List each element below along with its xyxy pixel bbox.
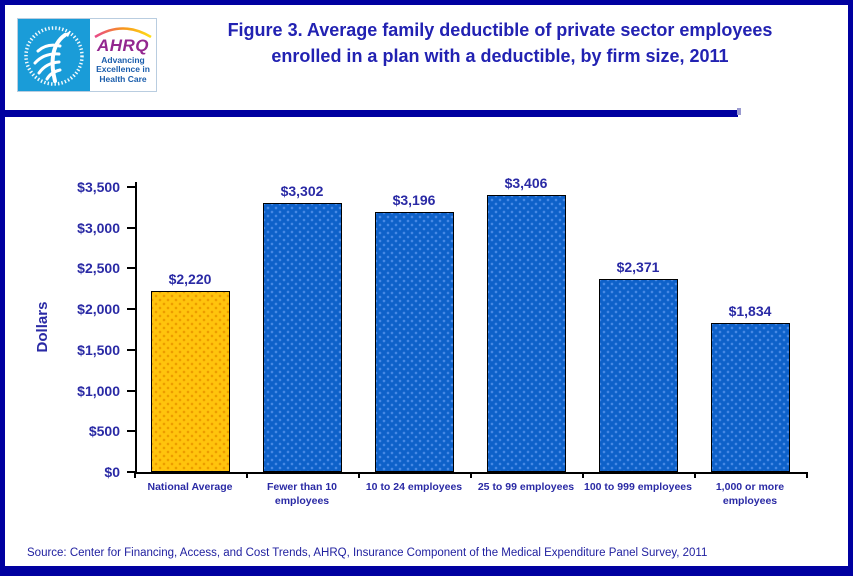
category-label: 25 to 99 employees bbox=[470, 481, 582, 495]
category-label-line: 1,000 or more bbox=[715, 481, 785, 493]
ahrq-acronym: AHRQ bbox=[96, 35, 150, 55]
figure-title-line1: Figure 3. Average family deductible of p… bbox=[227, 20, 773, 40]
category-label: 100 to 999 employees bbox=[582, 481, 694, 495]
page-border-left bbox=[0, 0, 5, 576]
x-tick bbox=[694, 472, 696, 478]
category-label-line: 10 to 24 employees bbox=[365, 481, 463, 493]
y-tick bbox=[127, 471, 135, 473]
bar-10-to-24-employees bbox=[374, 211, 454, 472]
category-label-line: National Average bbox=[147, 481, 233, 493]
y-tick-label: $3,500 bbox=[77, 179, 120, 195]
y-tick bbox=[127, 348, 135, 351]
figure-title-line2: enrolled in a plan with a deductible, by… bbox=[271, 46, 729, 66]
y-tick bbox=[127, 389, 135, 392]
bar-value-label: $2,220 bbox=[168, 271, 212, 288]
bar-value-label: $1,834 bbox=[728, 302, 772, 319]
y-tick-label: $0 bbox=[104, 464, 120, 480]
y-tick bbox=[127, 186, 135, 188]
category-label-line: 100 to 999 employees bbox=[584, 481, 692, 493]
y-tick bbox=[127, 308, 135, 311]
y-tick-label: $2,500 bbox=[77, 260, 120, 277]
x-tick bbox=[470, 472, 472, 478]
category-label: 1,000 or more employees bbox=[694, 481, 806, 508]
rainbow-arc-icon bbox=[94, 27, 152, 38]
y-tick-label: $1,500 bbox=[77, 341, 120, 358]
y-tick bbox=[127, 267, 135, 270]
y-tick bbox=[127, 430, 135, 433]
x-tick bbox=[246, 472, 248, 478]
bar-value-label: $3,406 bbox=[504, 174, 548, 191]
x-tick bbox=[806, 472, 808, 478]
bar-value-label: $2,371 bbox=[616, 258, 660, 275]
y-tick-label: $2,000 bbox=[77, 301, 120, 318]
ahrq-tagline: Advancing Excellence in Health Care bbox=[96, 54, 150, 84]
bar-1-000-or-more-employees bbox=[710, 322, 790, 472]
y-tick-label: $500 bbox=[88, 423, 120, 440]
bar-100-to-999-employees bbox=[598, 278, 678, 472]
category-label-line: Fewer than 10 bbox=[266, 481, 338, 493]
bar-national-average bbox=[150, 291, 230, 472]
title-divider bbox=[0, 108, 741, 117]
page-border-top bbox=[0, 0, 853, 5]
bar-value-label: $3,196 bbox=[392, 191, 436, 208]
category-label-line: employees bbox=[274, 494, 330, 507]
bar-value-label: $3,302 bbox=[280, 183, 324, 200]
category-label-line: 25 to 99 employees bbox=[477, 481, 575, 493]
hhs-eagle-icon bbox=[24, 26, 84, 86]
figure-title: Figure 3. Average family deductible of p… bbox=[170, 17, 830, 69]
x-tick bbox=[358, 472, 360, 478]
category-label: Fewer than 10 employees bbox=[246, 481, 358, 508]
hhs-seal bbox=[18, 19, 90, 91]
category-label-line: employees bbox=[722, 494, 778, 507]
y-tick-label: $3,000 bbox=[77, 219, 120, 236]
bar-fewer-than-10-employees bbox=[262, 203, 342, 472]
y-axis-title: Dollars bbox=[34, 301, 51, 353]
y-axis bbox=[135, 182, 137, 474]
category-label: National Average bbox=[134, 481, 246, 495]
x-tick bbox=[134, 472, 136, 478]
x-tick bbox=[582, 472, 584, 478]
y-tick-label: $1,000 bbox=[77, 382, 120, 399]
y-tick bbox=[127, 226, 135, 229]
ahrq-logo: AHRQ Advancing Excellence in Health Care bbox=[90, 19, 156, 91]
page-border-right bbox=[848, 0, 853, 576]
hhs-ahrq-logo: AHRQ Advancing Excellence in Health Care bbox=[17, 18, 157, 92]
page-bottom-bar bbox=[0, 566, 853, 576]
source-note: Source: Center for Financing, Access, an… bbox=[27, 547, 708, 559]
bar-25-to-99-employees bbox=[486, 194, 566, 472]
category-label: 10 to 24 employees bbox=[358, 481, 470, 495]
